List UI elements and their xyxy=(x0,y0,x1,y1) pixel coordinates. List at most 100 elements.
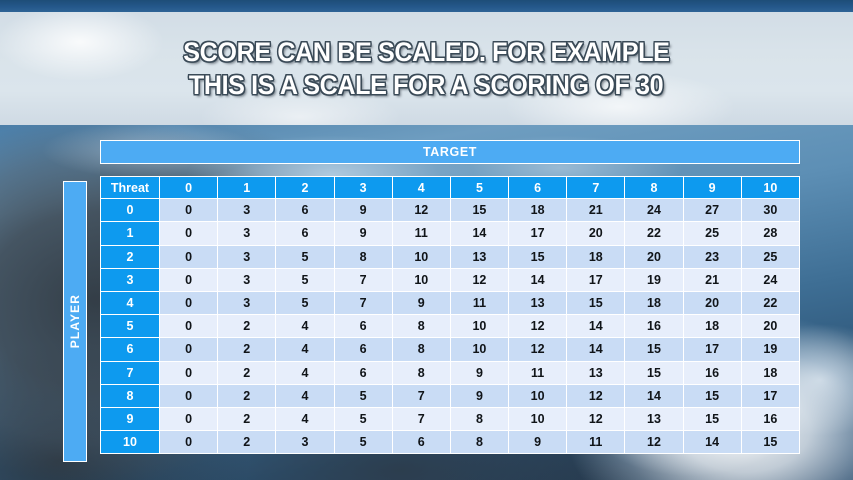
column-header-8: 8 xyxy=(625,176,684,200)
table-cell: 6 xyxy=(276,222,335,246)
table-row: 0 0 3 6 9 12 15 18 21 24 27 30 xyxy=(100,199,800,223)
table-cell: 14 xyxy=(683,431,742,455)
table-row: 10 0 2 3 5 6 8 9 11 12 14 15 xyxy=(100,431,800,455)
table-cell: 9 xyxy=(450,361,510,385)
table-cell: 25 xyxy=(741,245,800,269)
table-cell: 6 xyxy=(276,199,335,223)
table-cell: 0 xyxy=(160,291,219,316)
top-accent-band xyxy=(0,0,853,12)
table-cell: 22 xyxy=(625,222,684,246)
column-header-1: 1 xyxy=(218,176,277,200)
table-cell: 14 xyxy=(450,222,510,246)
row-header-5: 5 xyxy=(100,315,160,339)
table-cell: 8 xyxy=(450,407,510,432)
table-cell: 15 xyxy=(567,291,626,316)
table-cell: 17 xyxy=(741,384,800,408)
table-cell: 13 xyxy=(509,291,568,316)
threat-corner-header: Threat xyxy=(100,176,160,200)
table-row: 9 0 2 4 5 7 8 10 12 13 15 16 xyxy=(100,407,800,432)
table-cell: 10 xyxy=(392,268,451,292)
row-header-2: 2 xyxy=(100,245,160,269)
table-cell: 16 xyxy=(741,407,800,432)
table-cell: 18 xyxy=(509,199,568,223)
table-cell: 20 xyxy=(625,245,684,269)
row-header-3: 3 xyxy=(100,268,160,292)
player-axis-label: PLAYER xyxy=(68,294,82,349)
table-cell: 3 xyxy=(218,199,277,223)
table-cell: 6 xyxy=(392,431,451,455)
table-cell: 5 xyxy=(276,291,335,316)
table-cell: 10 xyxy=(392,245,451,269)
table-body: 0 0 3 6 9 12 15 18 21 24 27 30 1 0 3 6 9 11 14 17 20 22 25 28 2 0… xyxy=(100,199,800,455)
table-cell: 18 xyxy=(625,291,684,316)
row-header-8: 8 xyxy=(100,384,160,408)
table-cell: 20 xyxy=(741,315,800,339)
table-cell: 14 xyxy=(567,315,626,339)
table-header-row: Threat 0 1 2 3 4 5 6 7 8 9 10 xyxy=(100,176,800,200)
table-cell: 23 xyxy=(683,245,742,269)
table-cell: 7 xyxy=(392,407,451,432)
column-header-7: 7 xyxy=(567,176,626,200)
table-cell: 11 xyxy=(567,431,626,455)
table-cell: 10 xyxy=(509,384,568,408)
table-cell: 4 xyxy=(276,384,335,408)
table-cell: 6 xyxy=(334,315,393,339)
table-cell: 7 xyxy=(334,268,393,292)
table-cell: 15 xyxy=(683,384,742,408)
table-cell: 18 xyxy=(683,315,742,339)
table-cell: 18 xyxy=(741,361,800,385)
table-cell: 6 xyxy=(334,361,393,385)
table-cell: 13 xyxy=(567,361,626,385)
table-cell: 7 xyxy=(392,384,451,408)
table-cell: 17 xyxy=(567,268,626,292)
table-cell: 9 xyxy=(450,384,510,408)
table-cell: 5 xyxy=(334,407,393,432)
table-cell: 18 xyxy=(567,245,626,269)
table-cell: 2 xyxy=(218,338,277,362)
table-cell: 13 xyxy=(625,407,684,432)
title-banner: SCORE CAN BE SCALED. FOR EXAMPLE THIS IS… xyxy=(0,12,853,125)
table-row: 6 0 2 4 6 8 10 12 14 15 17 19 xyxy=(100,338,800,362)
table-cell: 0 xyxy=(160,315,219,339)
table-cell: 17 xyxy=(683,338,742,362)
table-row: 8 0 2 4 5 7 9 10 12 14 15 17 xyxy=(100,384,800,408)
table-cell: 17 xyxy=(509,222,568,246)
table-cell: 11 xyxy=(509,361,568,385)
table-head: Threat 0 1 2 3 4 5 6 7 8 9 10 xyxy=(100,176,800,200)
table-cell: 5 xyxy=(276,268,335,292)
column-header-9: 9 xyxy=(683,176,742,200)
table-cell: 19 xyxy=(625,268,684,292)
table-cell: 9 xyxy=(509,431,568,455)
row-header-0: 0 xyxy=(100,199,160,223)
table-cell: 12 xyxy=(567,407,626,432)
column-header-6: 6 xyxy=(509,176,568,200)
column-header-5: 5 xyxy=(450,176,510,200)
column-header-4: 4 xyxy=(392,176,451,200)
table-cell: 2 xyxy=(218,431,277,455)
page-title-line-2: THIS IS A SCALE FOR A SCORING OF 30 xyxy=(189,69,664,100)
table-cell: 0 xyxy=(160,245,219,269)
table-cell: 8 xyxy=(392,315,451,339)
table-cell: 8 xyxy=(392,361,451,385)
table-cell: 2 xyxy=(218,384,277,408)
table-cell: 5 xyxy=(334,384,393,408)
row-header-7: 7 xyxy=(100,361,160,385)
table-cell: 12 xyxy=(625,431,684,455)
table-cell: 3 xyxy=(218,245,277,269)
table-cell: 15 xyxy=(509,245,568,269)
table-cell: 0 xyxy=(160,407,219,432)
table-cell: 2 xyxy=(218,407,277,432)
table-cell: 0 xyxy=(160,384,219,408)
table-cell: 11 xyxy=(392,222,451,246)
table-cell: 8 xyxy=(392,338,451,362)
table-cell: 15 xyxy=(450,199,510,223)
table-cell: 20 xyxy=(567,222,626,246)
table-cell: 12 xyxy=(567,384,626,408)
table-cell: 24 xyxy=(741,268,800,292)
table-cell: 3 xyxy=(218,222,277,246)
table-cell: 15 xyxy=(683,407,742,432)
page-title-line-1: SCORE CAN BE SCALED. FOR EXAMPLE xyxy=(183,36,670,67)
table-row: 7 0 2 4 6 8 9 11 13 15 16 18 xyxy=(100,361,800,385)
table-cell: 3 xyxy=(218,268,277,292)
